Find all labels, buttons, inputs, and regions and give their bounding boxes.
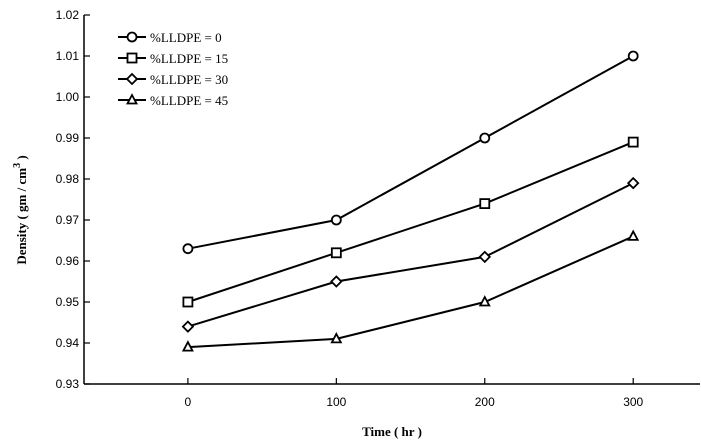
data-point-square bbox=[627, 136, 639, 148]
x-tick-label: 100 bbox=[326, 395, 346, 409]
y-axis-title: Density ( gm / cm3 ) bbox=[12, 155, 29, 264]
y-tick-label: 0.97 bbox=[56, 213, 80, 227]
data-point-triangle bbox=[181, 340, 194, 352]
series-line bbox=[187, 55, 634, 250]
series-0 bbox=[182, 50, 639, 255]
legend-label: %LLDPE = 45 bbox=[150, 93, 228, 108]
data-point-circle bbox=[627, 50, 639, 62]
data-point-diamond bbox=[181, 320, 195, 333]
data-point-square bbox=[330, 247, 342, 259]
data-point-circle bbox=[330, 214, 342, 226]
plot-axes bbox=[83, 15, 700, 385]
legend-marker bbox=[125, 72, 139, 86]
legend-label: %LLDPE = 15 bbox=[150, 51, 228, 66]
data-point-square bbox=[479, 198, 491, 210]
y-tick-label: 0.93 bbox=[56, 377, 80, 391]
legend-marker bbox=[126, 31, 138, 43]
y-axis-title-group: Density ( gm / cm3 ) bbox=[12, 155, 29, 264]
data-point-circle bbox=[182, 243, 194, 255]
legend-entry-0: %LLDPE = 0 bbox=[118, 30, 222, 45]
series-3 bbox=[181, 229, 640, 352]
legend-label: %LLDPE = 0 bbox=[150, 30, 222, 45]
data-point-square bbox=[182, 296, 194, 308]
data-point-triangle bbox=[330, 331, 343, 344]
data-point-diamond bbox=[478, 250, 492, 264]
legend-label: %LLDPE = 30 bbox=[150, 72, 228, 87]
y-axis-title-close: ) bbox=[14, 155, 29, 163]
y-tick-label: 0.96 bbox=[56, 254, 80, 268]
data-point-diamond bbox=[626, 176, 640, 190]
legend-entry-2: %LLDPE = 30 bbox=[118, 72, 228, 87]
series-line bbox=[187, 182, 634, 328]
legend: %LLDPE = 0 %LLDPE = 15 %LLDPE = 30 %LLDPE =… bbox=[118, 30, 228, 108]
data-point-circle bbox=[479, 132, 491, 144]
y-tick-label: 0.95 bbox=[56, 295, 80, 309]
series-2 bbox=[181, 176, 640, 333]
series-line bbox=[187, 235, 634, 349]
x-tick-label: 200 bbox=[475, 395, 495, 409]
y-tick-label: 1.02 bbox=[56, 8, 80, 22]
legend-entry-1: %LLDPE = 15 bbox=[118, 51, 228, 66]
series-line bbox=[187, 141, 634, 303]
data-series bbox=[181, 50, 640, 352]
y-tick-label: 1.01 bbox=[56, 49, 80, 63]
x-axis-title: Time ( hr ) bbox=[362, 424, 422, 439]
data-point-diamond bbox=[330, 275, 343, 288]
legend-entry-3: %LLDPE = 45 bbox=[118, 93, 228, 108]
legend-marker bbox=[126, 52, 138, 64]
data-point-triangle bbox=[627, 229, 640, 241]
y-tick-label: 0.98 bbox=[56, 172, 80, 186]
x-tick-label: 300 bbox=[623, 395, 643, 409]
axis-ticks: 0.93 0.94 0.95 0.96 0.97 0.98 0.99 1.00 1.01 1.02… bbox=[56, 8, 644, 409]
y-tick-label: 1.00 bbox=[56, 90, 80, 104]
legend-marker bbox=[126, 93, 138, 105]
series-1 bbox=[182, 136, 639, 308]
x-tick-label: 0 bbox=[185, 395, 192, 409]
data-point-triangle bbox=[478, 295, 491, 307]
y-tick-label: 0.94 bbox=[56, 336, 80, 350]
y-tick-label: 0.99 bbox=[56, 131, 80, 145]
y-axis-title-superscript: 3 bbox=[12, 163, 23, 168]
y-axis-title-main: Density ( gm / cm bbox=[14, 168, 29, 265]
